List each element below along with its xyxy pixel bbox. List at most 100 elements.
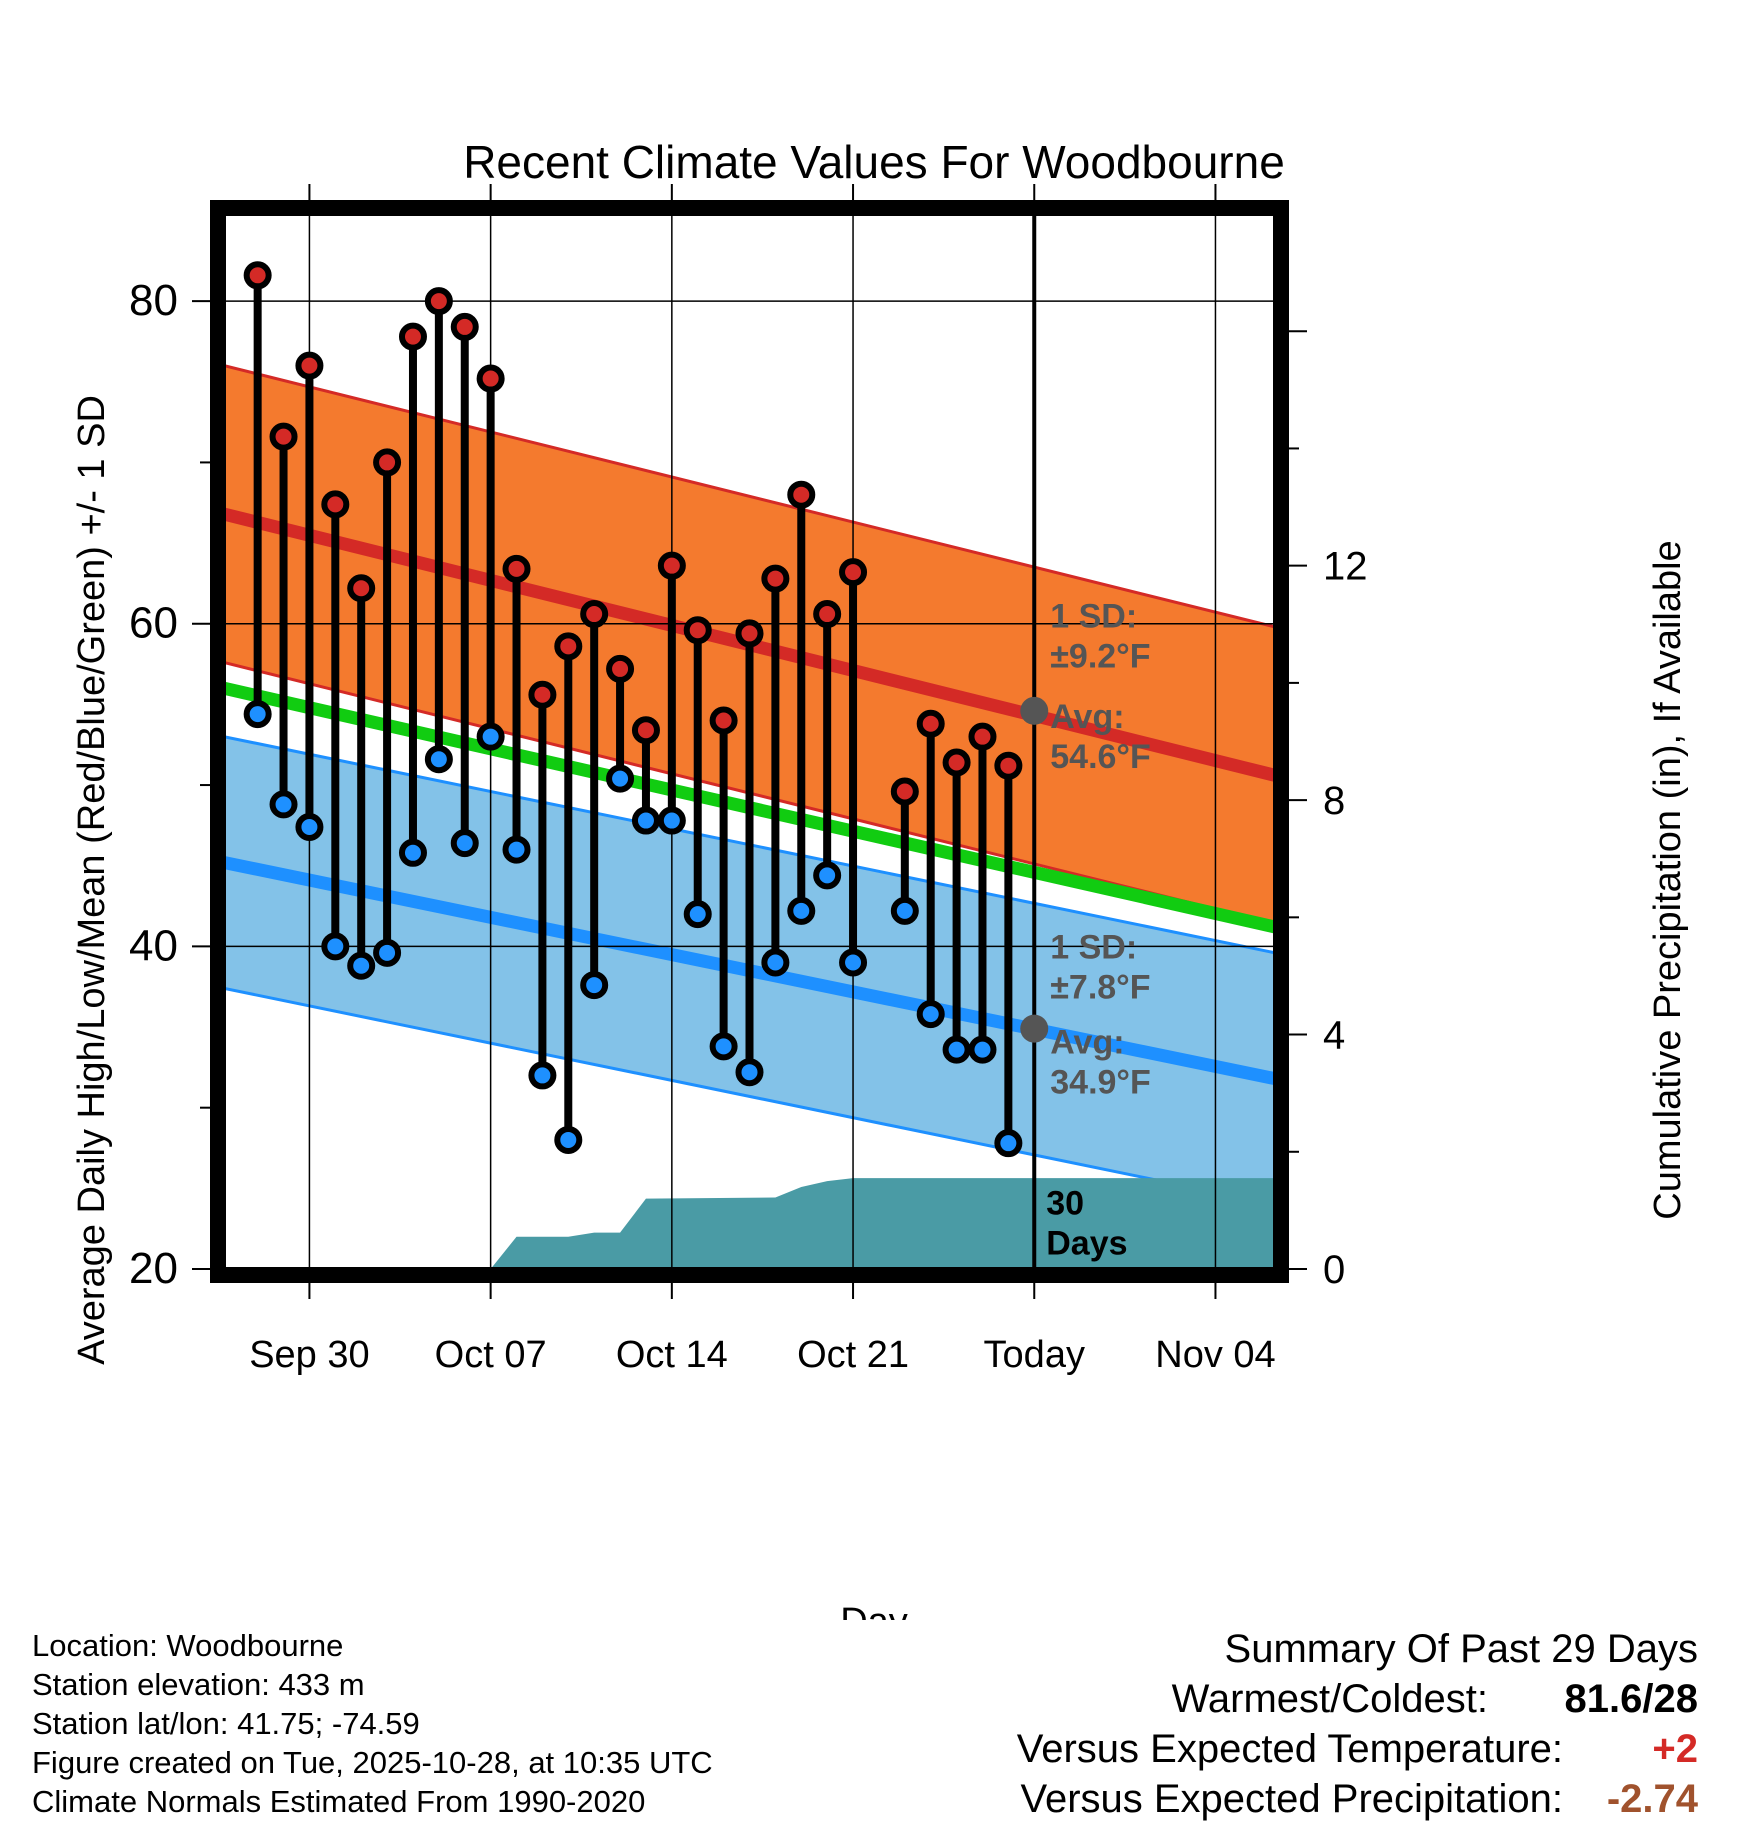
precip-label: Versus Expected Precipitation: (1020, 1777, 1563, 1821)
daily-high-point (269, 422, 298, 451)
high-avg-value: 54.6°F (1050, 738, 1151, 776)
y-axis-label-left: Average Daily High/Low/Mean (Red/Blue/Gr… (71, 395, 113, 1365)
daily-low-point (657, 806, 686, 835)
precip-days-number: 30 (1046, 1185, 1084, 1223)
daily-low-point (321, 932, 350, 961)
climate-chart: Recent Climate Values For Woodbourne 1 S… (71, 136, 1689, 1620)
daily-low-point (580, 971, 609, 1000)
y-tick-label-left: 80 (129, 276, 178, 325)
high-avg-label: Avg: (1050, 698, 1124, 736)
daily-high-point (424, 287, 453, 316)
y-tick-label-right: 4 (1323, 1014, 1345, 1058)
daily-high-point (450, 312, 479, 341)
precip-row: Versus Expected Precipitation: -2.74 (1017, 1774, 1698, 1824)
daily-high-point (528, 680, 557, 709)
daily-high-point (606, 654, 635, 683)
x-tick-label: Oct 07 (435, 1334, 547, 1376)
low-avg-marker (1020, 1014, 1049, 1043)
daily-high-point (554, 632, 583, 661)
y-tick-label-right: 12 (1323, 545, 1368, 589)
daily-high-point (968, 722, 997, 751)
daily-low-point (683, 900, 712, 929)
summary-title: Summary Of Past 29 Days (1224, 1627, 1698, 1671)
daily-low-point (398, 838, 427, 867)
y-axis-label-right: Cumulative Precipitation (in), If Availa… (1647, 540, 1689, 1219)
daily-high-point (709, 706, 738, 735)
daily-low-point (269, 790, 298, 819)
daily-low-point (735, 1058, 764, 1087)
daily-low-point (450, 829, 479, 858)
daily-high-point (916, 709, 945, 738)
low-sd-label: 1 SD: (1050, 928, 1137, 966)
y-tick-label-left: 20 (129, 1244, 178, 1293)
daily-high-point (243, 261, 272, 290)
daily-low-point (839, 948, 868, 977)
elevation-text: Station elevation: 433 m (32, 1667, 365, 1702)
daily-low-point (476, 722, 505, 751)
daily-high-point (813, 600, 842, 629)
daily-high-point (373, 448, 402, 477)
high-sd-value: ±9.2°F (1050, 638, 1150, 676)
daily-low-point (787, 896, 816, 925)
daily-low-point (761, 948, 790, 977)
daily-high-point (890, 777, 919, 806)
y-tick-label-left: 40 (129, 921, 178, 970)
axes: 20 40 60 80 0 4 8 12 Sep 30 Oct 07 Oct 14 Oct 21 Tod… (129, 184, 1368, 1376)
daily-low-point (243, 700, 272, 729)
low-sd-value: ±7.8°F (1050, 968, 1150, 1006)
daily-low-point (709, 1032, 738, 1061)
x-tick-label: Today (984, 1334, 1085, 1376)
daily-low-point (528, 1061, 557, 1090)
temp-label: Versus Expected Temperature: (1016, 1727, 1563, 1771)
x-tick-label: Oct 21 (797, 1334, 909, 1376)
daily-low-point (916, 1000, 945, 1029)
warm-cold-row: Warmest/Coldest: 81.6/28 (1017, 1674, 1698, 1724)
daily-high-point (942, 748, 971, 777)
normals-text: Climate Normals Estimated From 1990-2020 (32, 1784, 646, 1819)
x-tick-label: Sep 30 (249, 1334, 369, 1376)
y-tick-label-right: 0 (1323, 1248, 1345, 1292)
daily-high-point (295, 351, 324, 380)
daily-low-point (813, 861, 842, 890)
daily-low-point (554, 1125, 583, 1154)
daily-low-point (994, 1129, 1023, 1158)
daily-high-point (347, 574, 376, 603)
x-tick-label: Nov 04 (1155, 1334, 1275, 1376)
plot-clip-group (224, 214, 1275, 1269)
summary-panel: Summary Of Past 29 Days Warmest/Coldest:… (1017, 1624, 1698, 1824)
daily-low-point (424, 745, 453, 774)
daily-high-point (631, 716, 660, 745)
low-avg-value: 34.9°F (1050, 1064, 1151, 1102)
daily-high-point (657, 551, 686, 580)
latlon-text: Station lat/lon: 41.75; -74.59 (32, 1706, 420, 1741)
temp-value: +2 (1652, 1727, 1698, 1771)
warm-cold-label: Warmest/Coldest: (1171, 1677, 1488, 1721)
warm-cold-value: 81.6/28 (1564, 1677, 1698, 1721)
x-tick-label: Oct 14 (616, 1334, 728, 1376)
precip-value: -2.74 (1606, 1777, 1698, 1821)
daily-high-point (683, 616, 712, 645)
daily-high-point (398, 322, 427, 351)
daily-low-point (606, 764, 635, 793)
daily-low-point (373, 938, 402, 967)
high-avg-marker (1020, 696, 1049, 725)
low-avg-label: Avg: (1050, 1024, 1124, 1062)
daily-high-point (476, 364, 505, 393)
daily-high-point (787, 480, 816, 509)
created-text: Figure created on Tue, 2025-10-28, at 10… (32, 1745, 713, 1780)
daily-low-point (295, 812, 324, 841)
daily-high-point (735, 619, 764, 648)
y-tick-label-left: 60 (129, 599, 178, 648)
daily-low-point (890, 896, 919, 925)
station-info: Location: Woodbourne Station elevation: … (32, 1626, 713, 1821)
location-text: Location: Woodbourne (32, 1628, 344, 1663)
plot-frame (210, 200, 1289, 1283)
daily-high-point (502, 554, 531, 583)
daily-high-point (761, 564, 790, 593)
y-tick-label-right: 8 (1323, 779, 1345, 823)
daily-high-point (839, 558, 868, 587)
daily-low-point (502, 835, 531, 864)
daily-low-point (968, 1035, 997, 1064)
daily-low-point (631, 806, 660, 835)
